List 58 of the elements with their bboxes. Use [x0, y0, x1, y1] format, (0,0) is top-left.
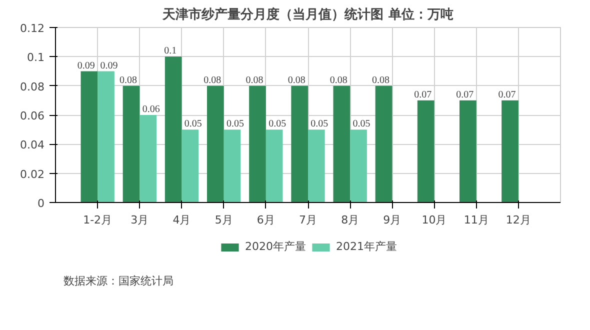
y-tick-label: 0.08: [20, 80, 45, 94]
bar: [375, 86, 392, 202]
bar: [249, 86, 266, 202]
data-label: 0.08: [246, 74, 264, 86]
y-tick-label: 0: [38, 197, 44, 210]
data-label: 0.06: [142, 104, 160, 115]
bar: [140, 115, 156, 202]
data-label: 0.08: [288, 74, 306, 86]
data-label: 0.07: [456, 89, 474, 100]
data-label: 0.09: [100, 60, 118, 72]
data-label: 0.07: [498, 89, 516, 100]
x-tick-label: 4月: [172, 214, 191, 226]
x-tick-label: 8月: [341, 214, 360, 226]
y-tick-label: 0.04: [20, 138, 45, 152]
y-tick-label: 0.06: [20, 110, 45, 122]
data-label: 0.05: [226, 118, 244, 130]
bar: [460, 100, 476, 202]
data-label: 0.08: [120, 74, 137, 86]
x-tick-label: 9月: [383, 214, 402, 226]
x-tick-label: 12月: [506, 214, 531, 226]
bar: [266, 130, 283, 202]
bar: [291, 86, 308, 202]
bar: [80, 71, 98, 202]
bar: [182, 130, 199, 202]
y-tick-label: 0.02: [20, 168, 45, 181]
chart-title: 天津市纱产量分月度（当月值）统计图 单位：万吨: [162, 6, 454, 22]
data-label: 0.08: [330, 74, 348, 86]
data-label: 0.05: [310, 118, 328, 130]
data-label: 0.08: [204, 74, 222, 86]
x-tick-label: 10月: [422, 214, 447, 226]
bar: [224, 130, 241, 202]
bar: [350, 130, 367, 202]
y-tick-label: 0.1: [27, 51, 45, 64]
legend-label: 2020年产量: [245, 239, 306, 254]
x-tick-label: 11月: [464, 214, 489, 226]
x-tick-label: 3月: [130, 214, 149, 226]
bar: [308, 130, 325, 202]
bar: [122, 86, 140, 202]
bar: [417, 100, 434, 202]
bar: [207, 86, 224, 202]
y-tick-label: 0.12: [20, 22, 45, 35]
x-tick-label: 5月: [214, 214, 233, 226]
source-note: 数据来源：国家统计局: [64, 274, 174, 288]
data-label: 0.07: [414, 89, 432, 100]
legend-label: 2021年产量: [336, 239, 397, 254]
data-label: 0.1: [164, 46, 177, 57]
data-label: 0.05: [184, 118, 202, 130]
data-label: 0.05: [268, 118, 286, 130]
x-tick-label: 6月: [256, 214, 275, 226]
x-tick-label: 7月: [299, 214, 317, 226]
bar: [502, 100, 518, 202]
data-label: 0.05: [352, 118, 370, 130]
bar: [333, 86, 350, 202]
bar: [98, 71, 114, 202]
data-label: 0.08: [372, 74, 390, 86]
bar: [164, 56, 182, 202]
x-tick-label: 1-2月: [83, 214, 112, 226]
data-label: 0.09: [77, 60, 95, 72]
